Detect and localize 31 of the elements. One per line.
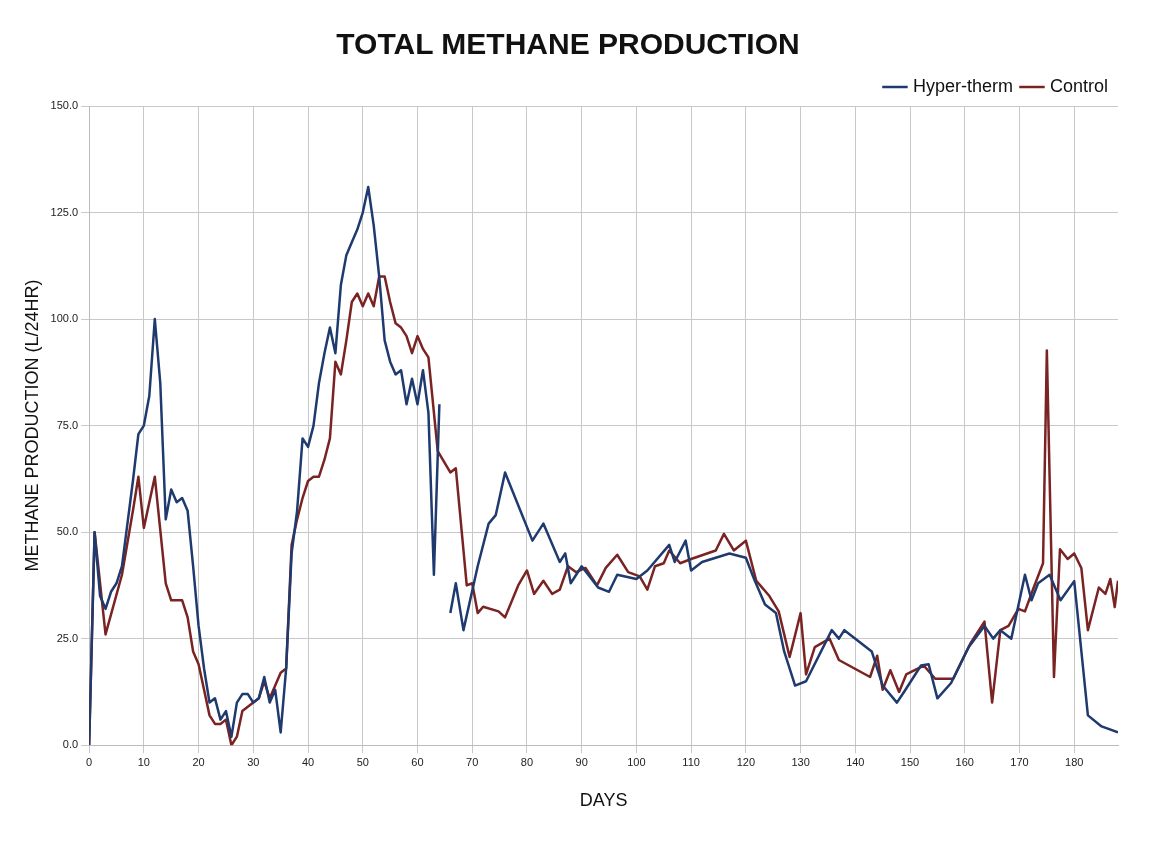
x-tick-label: 160: [955, 755, 974, 768]
x-tick-label: 80: [520, 755, 534, 768]
y-tick-label: 150.0: [50, 99, 79, 112]
chart-title: TOTAL METHANE PRODUCTION: [336, 27, 800, 61]
x-tick-label: 100: [627, 755, 646, 768]
y-tick-label: 50.0: [56, 525, 79, 538]
x-tick-label: 120: [736, 755, 756, 768]
x-tick-label: 70: [466, 755, 479, 768]
x-tick-label: 140: [846, 755, 865, 768]
x-tick-label: 30: [247, 755, 260, 768]
y-tick-label: 25.0: [56, 631, 79, 644]
x-tick-label: 50: [356, 755, 369, 768]
x-tick-label: 130: [791, 755, 810, 768]
x-axis-title: DAYS: [579, 790, 628, 811]
y-tick-label: 100.0: [50, 312, 79, 325]
x-tick-label: 10: [137, 755, 150, 768]
x-tick-label: 170: [1010, 755, 1029, 768]
x-tick-label: 90: [575, 755, 588, 768]
y-tick-label: 0.0: [62, 738, 79, 751]
y-tick-label: 75.0: [56, 418, 79, 431]
x-tick-label: 40: [301, 755, 315, 768]
x-tick-label: 150: [900, 755, 920, 768]
x-tick-label: 20: [192, 755, 205, 768]
x-tick-label: 60: [411, 755, 424, 768]
x-tick-label: 0: [86, 755, 93, 768]
legend-label: Hyper-therm: [912, 75, 1013, 96]
x-tick-label: 180: [1065, 755, 1084, 768]
y-tick-label: 125.0: [50, 205, 79, 218]
y-axis-title: METHANE PRODUCTION (L/24HR): [21, 279, 42, 572]
legend-label: Control: [1049, 75, 1109, 96]
x-tick-label: 110: [682, 755, 700, 768]
